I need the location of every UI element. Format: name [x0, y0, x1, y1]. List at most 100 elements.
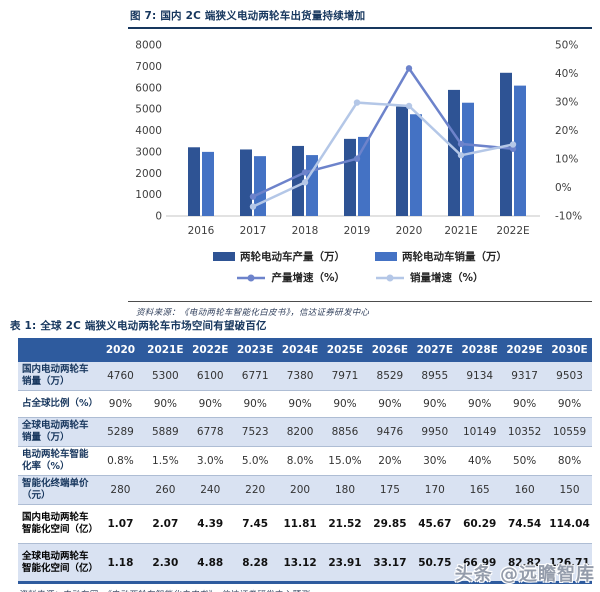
table-cell: 33.17 — [373, 556, 407, 569]
table-cell: 5.0% — [241, 455, 269, 467]
right-axis-tick-label: 50% — [555, 40, 578, 52]
data-point-marker — [301, 179, 309, 186]
legend-bar-swatch — [375, 252, 397, 261]
table-body: 国内电动两轮车销量（万） 4760 5300 6100 6771 7380 7971 8529… — [18, 362, 592, 583]
table-cell: 90% — [333, 398, 357, 410]
x-axis-category-label: 2016 — [188, 225, 215, 237]
legend-dot — [386, 274, 394, 281]
table-cell: 90% — [288, 398, 312, 410]
table-cell: 4760 — [107, 370, 134, 382]
table-cell: 23.91 — [328, 556, 362, 569]
table-cell: 9503 — [556, 370, 583, 382]
row-label: 全球电动两轮车智能化空间（亿） — [22, 550, 99, 574]
x-axis-category-label: 2019 — [344, 225, 371, 237]
table-cell: 175 — [379, 484, 400, 496]
table-cell: 90% — [198, 398, 222, 410]
bar-series-1 — [202, 85, 526, 216]
col-header: 2027E — [412, 338, 458, 362]
legend-line-swatch — [376, 274, 404, 281]
table-row: 国内电动两轮车智能化空间（亿） 1.07 2.07 4.39 7.45 11.81 21.5… — [18, 505, 592, 544]
x-axis-category-label: 2017 — [240, 225, 267, 237]
table-cell: 90% — [468, 398, 492, 410]
right-axis-tick-label: 20% — [555, 125, 578, 137]
bar — [462, 102, 474, 216]
table-cell: 90% — [557, 398, 582, 410]
right-axis-tick-label: 30% — [555, 97, 578, 109]
bar — [344, 138, 356, 216]
table-cell: 160 — [514, 484, 535, 496]
data-point-marker — [301, 169, 309, 176]
table-title: 表 1: 全球 2C 端狭义电动两轮车市场空间有望破百亿 — [10, 320, 267, 332]
table-cell: 29.85 — [373, 518, 407, 530]
header-row: 2020 2021E 2022E 2023E 2024E 2025E 2026E 2027E 2… — [18, 338, 592, 362]
table-cell: 50% — [512, 455, 537, 467]
figure-title: 图 7: 国内 2C 端狭义电动两轮车出货量持续增加 — [128, 6, 592, 29]
bar — [188, 147, 200, 216]
table-cell: 10149 — [463, 426, 497, 438]
legend-line-swatch — [237, 274, 266, 281]
table-cell: 9134 — [466, 370, 494, 382]
x-axis-labels: 2016 2017 2018 2019 2020 2021E 2022E — [188, 225, 530, 237]
table-cell: 82.82 — [508, 556, 542, 569]
left-axis-tick-label: 5000 — [135, 104, 162, 116]
table-cell: 8.0% — [286, 455, 314, 467]
table-cell: 0.8% — [107, 455, 134, 467]
table-cell: 3.0% — [196, 455, 224, 467]
y-axis-right: -10% 0% 10% 20% 30% 40% 50% — [555, 40, 582, 223]
right-axis-tick-label: -10% — [555, 211, 582, 223]
table-cell: 30% — [423, 455, 447, 467]
table-cell: 7.45 — [242, 518, 269, 530]
table-cell: 15.0% — [328, 455, 362, 467]
table-source: 资料来源：电动车网，《电动两轮车智能化白皮书》，信达证券研发中心预测 — [18, 588, 600, 592]
col-header: 2030E — [547, 338, 592, 362]
left-axis-tick-label: 1000 — [135, 189, 162, 201]
table-cell: 50.75 — [418, 556, 452, 569]
bar — [410, 114, 422, 216]
x-axis-category-label: 2020 — [396, 225, 423, 237]
bar-series-0 — [188, 72, 512, 216]
table-cell: 40% — [468, 455, 492, 467]
combo-chart: 0 1000 2000 3000 4000 5000 6000 7000 8000 -10% 0% 1… — [135, 40, 582, 238]
table-cell: 2.30 — [152, 556, 179, 569]
line-series-1 — [249, 99, 517, 210]
table-cell: 150 — [559, 484, 580, 496]
row-label: 占全球比例（%） — [22, 398, 99, 409]
growth-line — [252, 66, 514, 198]
col-header: 2021E — [142, 338, 188, 362]
legend-label: 销量增速（%） — [410, 272, 484, 284]
bar — [396, 106, 408, 216]
table-cell: 7523 — [241, 426, 269, 438]
legend-dot — [247, 274, 255, 281]
table-cell: 60.29 — [463, 518, 497, 530]
table-cell: 8.28 — [242, 556, 269, 569]
table-cell: 180 — [334, 484, 355, 496]
table-cell: 6778 — [196, 426, 224, 438]
left-axis-tick-label: 4000 — [135, 125, 162, 137]
watermark: 头条 @远瞻智库 — [454, 564, 595, 585]
data-point-marker — [405, 65, 413, 72]
data-point-marker — [509, 141, 517, 148]
table-cell: 7971 — [331, 370, 359, 382]
x-axis-category-label: 2022E — [496, 225, 529, 237]
table-row: 国内电动两轮车销量（万） 4760 5300 6100 6771 7380 7971 8529… — [18, 362, 592, 391]
legend-label: 产量增速（%） — [271, 272, 345, 284]
table-cell: 90% — [243, 398, 267, 410]
table-row: 全球电动两轮车销量（万） 5289 5889 6778 7523 8200 8856 9476… — [18, 417, 592, 447]
table-cell: 8529 — [376, 370, 404, 382]
bar — [240, 149, 252, 216]
col-header: 2025E — [322, 338, 368, 362]
table-cell: 114.04 — [549, 518, 590, 530]
col-header: 2028E — [457, 338, 503, 362]
table-cell: 9476 — [376, 426, 404, 438]
row-label: 国内电动两轮车销量（万） — [22, 364, 89, 387]
table-cell: 9317 — [511, 370, 538, 382]
table-cell: 220 — [245, 484, 266, 496]
col-header: 2023E — [232, 338, 278, 362]
data-point-marker — [457, 152, 465, 159]
table-cell: 5300 — [151, 370, 179, 382]
bar — [358, 136, 370, 216]
col-header: 2026E — [367, 338, 413, 362]
table-row: 全球电动两轮车智能化空间（亿） 1.18 2.30 4.88 8.28 13.12 23.9… — [18, 543, 592, 583]
table-cell: 90% — [423, 398, 447, 410]
